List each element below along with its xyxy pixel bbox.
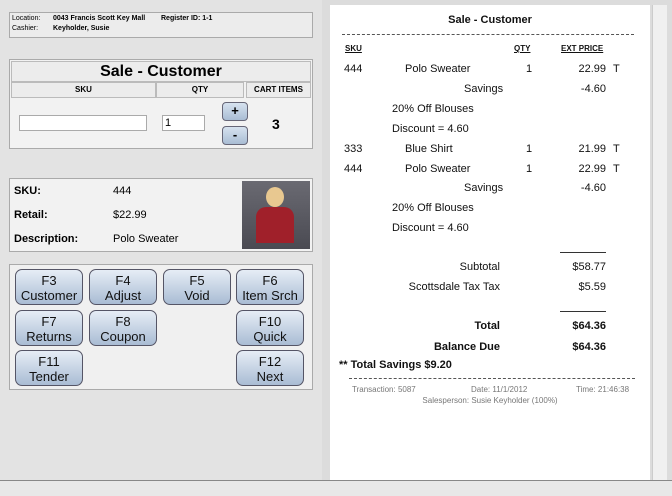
line-sku: 444 [344,63,363,75]
total-savings: ** Total Savings $9.20 [339,359,452,371]
line-price: 21.99 [578,142,606,155]
balance-due-label: Balance Due [433,341,500,353]
total-label: Total [474,320,500,332]
line-savings-label: Savings [464,182,504,195]
f11-tender-button[interactable]: F11 Tender [15,350,83,386]
f10-quick-button[interactable]: F10 Quick [236,310,304,346]
qty-header: QTY [156,82,244,98]
subtotal-label: Subtotal [459,261,500,273]
retail-label: Retail: [14,209,48,221]
line-description: Polo Sweater [405,63,471,75]
location: 0043 Francis Scott Key Mall [53,15,146,22]
cart-items-header: CART ITEMS [246,82,311,98]
qty-input[interactable] [162,115,205,131]
f12-next-button[interactable]: F12 Next [236,350,304,386]
f5-void-button[interactable]: F5 Void [163,269,231,305]
sku-value: 444 [113,185,132,197]
sale-entry-panel: Sale - Customer SKU QTY CART ITEMS + - 3 [9,59,313,149]
line-qty: 1 [526,63,533,75]
transaction-time: Time: 21:46:38 [576,385,630,394]
cart-item-count: 3 [272,116,280,132]
retail-value: $22.99 [113,209,147,221]
f3-customer-button[interactable]: F3 Customer [15,269,83,305]
line-tax-flag: T [613,63,620,75]
line-sku: 333 [344,142,363,155]
item-detail-panel: SKU: 444 Retail: $22.99 Description: Pol… [9,178,313,252]
line-qty: 1 [526,142,533,155]
tax-label: Scottsdale Tax Tax [408,281,500,293]
f8-coupon-button[interactable]: F8 Coupon [89,310,157,346]
f4-adjust-button[interactable]: F4 Adjust [89,269,157,305]
store-info: Location: 0043 Francis Scott Key Mall Re… [9,12,313,38]
location-label: Location: [12,15,41,22]
line-tax-flag: T [613,162,620,175]
line-tax-flag: T [613,142,620,155]
total-value: $64.36 [572,320,606,332]
f6-item-search-button[interactable]: F6 Item Srch [236,269,304,305]
register-id: Register ID: 1-1 [161,15,213,22]
balance-due-value: $64.36 [572,341,606,353]
line-savings-amount: -4.60 [580,82,606,95]
function-keys-panel: F3 Customer F4 Adjust F5 Void F6 Item Srch F… [9,264,313,390]
line-note: Discount = 4.60 [392,222,469,235]
transaction-number: Transaction: 5087 [352,385,416,394]
sku-header: SKU [11,82,156,98]
line-description: Polo Sweater [405,162,471,175]
line-sku: 444 [344,162,363,175]
status-strip [0,480,672,496]
cashier: Keyholder, Susie [53,25,110,32]
line-price: 22.99 [578,162,606,175]
line-price: 22.99 [578,63,606,75]
line-savings-label: Savings [464,82,504,95]
line-note: 20% Off Blouses [392,202,474,215]
salesperson: Salesperson: Susie Keyholder (100%) [422,396,558,405]
line-description: Blue Shirt [405,142,453,155]
product-image [242,181,310,249]
tax-value: $5.59 [578,281,606,293]
col-ext-price: EXT PRICE [561,44,604,53]
qty-increment-button[interactable]: + [222,102,248,121]
col-sku: SKU [345,44,362,53]
receipt-title: Sale - Customer [448,14,532,26]
receipt-scrollbar[interactable] [652,5,667,480]
receipt-panel: Sale - Customer SKU QTY EXT PRICE 444 Pol… [330,5,650,480]
line-note: 20% Off Blouses [392,102,474,115]
line-savings-amount: -4.60 [580,182,606,195]
cashier-label: Cashier: [12,25,39,32]
line-note: Discount = 4.60 [392,122,469,135]
description-label: Description: [14,233,79,245]
subtotal-value: $58.77 [572,261,606,273]
sale-title: Sale - Customer [11,61,311,82]
f7-returns-button[interactable]: F7 Returns [15,310,83,346]
sku-input[interactable] [19,115,147,131]
col-qty: QTY [514,44,531,53]
line-qty: 1 [526,162,533,175]
qty-decrement-button[interactable]: - [222,126,248,145]
description-value: Polo Sweater [113,233,179,245]
transaction-date: Date: 11/1/2012 [471,385,528,394]
sku-label: SKU: [14,185,41,197]
